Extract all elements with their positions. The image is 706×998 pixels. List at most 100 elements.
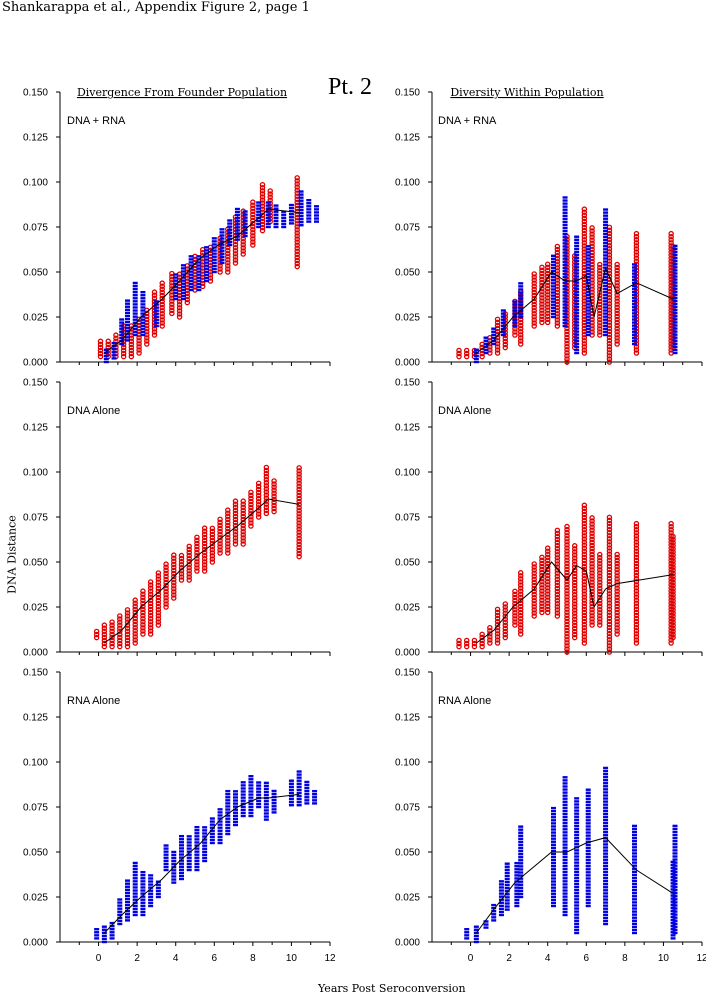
dna-point	[614, 597, 620, 604]
dna-point	[670, 619, 676, 626]
dna-point	[564, 640, 570, 646]
rna-point	[551, 895, 556, 899]
dna-point	[471, 640, 478, 647]
dna-point	[554, 246, 561, 253]
rna-point	[562, 883, 568, 886]
dna-point	[225, 263, 231, 269]
dna-point	[248, 523, 254, 529]
dna-point	[539, 313, 545, 320]
rna-point	[248, 778, 254, 781]
dna-point	[564, 566, 570, 573]
rna-point	[155, 886, 161, 890]
dna-point	[614, 329, 620, 335]
rna-point	[632, 858, 637, 861]
rna-point	[551, 309, 556, 313]
dna-point	[184, 299, 191, 306]
rna-point	[603, 223, 609, 227]
rna-point	[265, 201, 271, 204]
rna-point	[585, 895, 591, 899]
rna-point	[186, 838, 192, 841]
dna-point	[531, 610, 537, 616]
rna-point	[227, 237, 233, 241]
rna-point	[574, 327, 580, 330]
mean-line	[476, 561, 674, 644]
dna-point	[263, 492, 270, 498]
dna-point	[554, 579, 561, 586]
dna-point	[606, 340, 613, 347]
dna-point	[132, 615, 138, 622]
dna-point	[240, 498, 246, 504]
dna-point	[670, 622, 676, 629]
rna-point	[265, 225, 271, 229]
rna-point	[140, 901, 146, 904]
dna-point	[581, 536, 588, 542]
dna-point	[606, 637, 613, 643]
rna-point	[306, 211, 312, 214]
rna-point	[180, 273, 186, 276]
dna-point	[255, 498, 262, 505]
rna-point	[672, 843, 678, 846]
dna-point	[581, 566, 588, 573]
dna-point	[494, 344, 501, 350]
dna-point	[250, 202, 256, 208]
dna-point	[271, 478, 277, 484]
rna-point	[574, 275, 580, 278]
rna-point	[225, 793, 231, 796]
rna-point	[562, 312, 568, 315]
dna-point	[263, 483, 270, 489]
rna-point	[514, 886, 520, 889]
rna-point	[180, 288, 186, 292]
rna-point	[256, 781, 262, 784]
dna-point	[250, 205, 256, 212]
dna-point	[606, 539, 613, 545]
rna-point	[603, 260, 609, 263]
dna-point	[589, 515, 595, 521]
dna-point	[670, 570, 676, 577]
rna-point	[204, 264, 210, 267]
dna-point	[517, 591, 524, 597]
rna-point	[603, 315, 609, 318]
dna-point	[589, 576, 595, 582]
rna-point	[111, 351, 117, 354]
rna-point	[603, 797, 609, 800]
dna-point	[564, 563, 570, 570]
rna-point	[603, 870, 609, 874]
dna-point	[155, 570, 162, 576]
rna-point	[288, 222, 294, 225]
rna-point	[225, 823, 231, 827]
rna-point	[603, 297, 609, 300]
rna-point	[574, 830, 580, 834]
rna-point	[296, 782, 302, 785]
rna-point	[672, 827, 678, 831]
dna-point	[487, 624, 493, 631]
y-tick-label: 0.125	[23, 133, 48, 144]
dna-point	[517, 325, 524, 332]
rna-point	[132, 867, 138, 871]
dna-point	[597, 610, 603, 616]
dna-point	[606, 597, 613, 603]
dna-point	[163, 582, 169, 589]
dna-point	[517, 588, 524, 594]
dna-point	[670, 607, 676, 613]
dna-point	[531, 314, 537, 320]
dna-point	[597, 271, 603, 277]
dna-point	[232, 513, 239, 520]
rna-point	[504, 905, 510, 908]
dna-point	[564, 523, 570, 530]
dna-point	[209, 559, 216, 565]
rna-point	[256, 207, 262, 210]
dna-point	[581, 511, 588, 518]
rna-point	[574, 244, 580, 248]
x-tick-label: 10	[286, 953, 298, 964]
dna-point	[614, 576, 620, 582]
rna-point	[574, 345, 580, 349]
rna-point	[632, 263, 637, 266]
dna-point	[225, 510, 231, 516]
rna-point	[125, 333, 130, 336]
rna-point	[632, 330, 637, 333]
dna-point	[209, 537, 216, 544]
rna-point	[562, 913, 568, 917]
rna-point	[179, 847, 184, 850]
rna-point	[574, 821, 580, 825]
rna-point	[603, 840, 609, 843]
